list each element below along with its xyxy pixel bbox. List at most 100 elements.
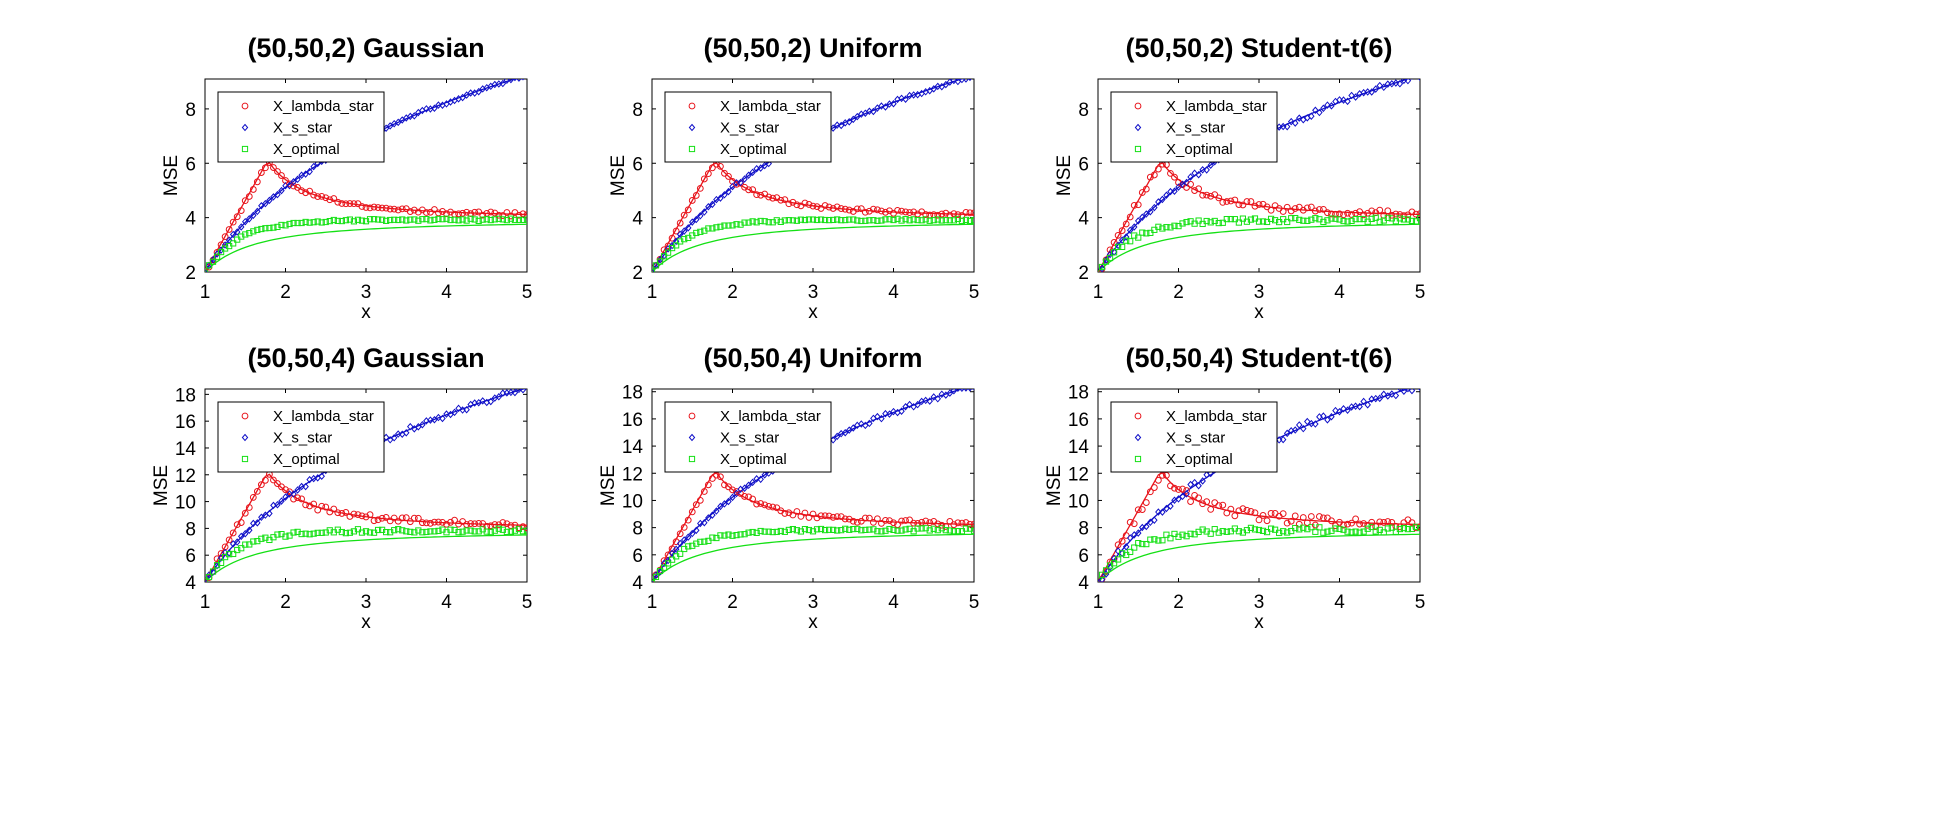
x-lambda-star-point <box>1255 201 1263 208</box>
x-lambda-star-point <box>338 510 346 517</box>
x-s-star-point <box>1114 547 1122 555</box>
x-lambda-star-point <box>1392 210 1400 218</box>
x-lambda-star-point <box>330 505 338 513</box>
x-lambda-star-point <box>310 500 318 508</box>
x-s-star-point <box>499 79 507 88</box>
x-optimal-point <box>1304 217 1311 224</box>
x-s-star-point <box>1300 424 1307 433</box>
x-tick-label: 2 <box>1173 282 1184 303</box>
x-lambda-star-point <box>318 192 326 200</box>
x-optimal-point <box>1404 526 1412 533</box>
x-s-star-point <box>1405 389 1411 393</box>
x-s-star-point <box>274 500 281 509</box>
x-optimal-point <box>1111 249 1118 256</box>
y-tick-label: 14 <box>622 437 644 458</box>
x-s-star-point <box>1413 72 1418 78</box>
x-s-star-point <box>1126 534 1134 542</box>
x-lambda-star-point <box>813 203 821 211</box>
x-optimal-point <box>423 528 430 536</box>
x-optimal-point <box>1151 536 1158 543</box>
x-optimal-point <box>850 216 857 223</box>
x-optimal-point <box>1175 533 1182 540</box>
x-optimal-point <box>1344 528 1351 535</box>
legend: X_lambda_star X_s_star X_optimal <box>1110 91 1278 163</box>
x-lambda-star-point <box>688 197 696 204</box>
x-s-star-point <box>680 536 688 544</box>
x-optimal-point <box>801 216 809 224</box>
legend-box <box>664 401 832 473</box>
x-s-star-point <box>423 105 430 113</box>
y-tick-label: 2 <box>185 263 196 284</box>
x-lambda-star-point <box>1150 171 1158 179</box>
x-optimal-point <box>946 217 953 224</box>
x-optimal-point <box>713 224 720 231</box>
y-axis-label: MSE <box>1054 155 1075 196</box>
x-tick-label: 5 <box>1415 592 1426 613</box>
x-s-star-point <box>1312 420 1319 428</box>
x-optimal-point <box>411 529 418 536</box>
x-s-star-point <box>922 396 929 405</box>
x-s-star-point <box>1340 405 1347 413</box>
x-optimal-point <box>1227 215 1234 223</box>
x-s-star-point <box>934 82 942 91</box>
x-optimal-point <box>499 216 506 223</box>
x-lambda-star-point <box>696 496 704 504</box>
x-lambda-star-point <box>765 502 773 510</box>
x-optimal-point <box>838 527 845 534</box>
x-lambda-star-point <box>958 519 966 527</box>
x-s-star-point <box>495 393 503 401</box>
x-optimal-point <box>366 529 374 536</box>
x-lambda-star-point <box>825 203 833 211</box>
x-optimal-point <box>1404 216 1412 223</box>
x-s-star-point <box>753 475 760 483</box>
x-lambda-star-point <box>306 187 314 195</box>
x-optimal-point <box>942 527 949 534</box>
x-s-star-point <box>463 405 470 414</box>
x-optimal-point <box>1284 218 1291 226</box>
x-lambda-star-point <box>793 508 801 515</box>
legend-marker-diamond <box>688 123 696 132</box>
x-optimal-point <box>318 529 325 536</box>
y-tick-label: 16 <box>175 412 196 433</box>
x-optimal-point <box>930 217 937 224</box>
x-lambda-star-point <box>1320 205 1327 213</box>
x-optimal-point <box>745 219 752 226</box>
x-optimal-point <box>1223 528 1230 535</box>
x-s-star-point <box>1283 122 1291 131</box>
x-lambda-star-point <box>322 503 330 511</box>
x-s-star-point <box>882 103 889 111</box>
x-lambda-star-point <box>274 168 281 175</box>
x-s-star-point <box>1376 394 1384 403</box>
x-s-star-point <box>962 79 970 83</box>
x-optimal-point <box>314 529 321 536</box>
x-s-star-point <box>721 500 728 508</box>
x-s-star-point <box>1320 412 1327 420</box>
x-optimal-point <box>1272 217 1279 224</box>
x-optimal-point <box>1388 524 1395 531</box>
x-optimal-point <box>922 216 929 223</box>
x-optimal-point <box>789 525 796 533</box>
x-optimal-point <box>1231 216 1238 223</box>
x-s-star-point <box>898 407 905 415</box>
x-optimal-point <box>1308 216 1315 223</box>
y-tick-label: 8 <box>632 519 643 540</box>
x-optimal-point <box>777 218 784 225</box>
x-optimal-point <box>1135 234 1142 241</box>
legend: X_lambda_star X_s_star X_optimal <box>217 401 385 473</box>
x-s-star-point <box>1344 97 1351 106</box>
x-s-star-point <box>262 199 269 208</box>
x-optimal-point <box>1235 528 1242 535</box>
x-lambda-star-point <box>813 514 821 522</box>
x-optimal-point <box>314 218 321 225</box>
x-optimal-point <box>701 538 708 545</box>
x-s-star-point <box>866 107 873 116</box>
x-s-star-point <box>302 170 309 178</box>
x-lambda-star-point <box>410 514 418 522</box>
x-lambda-star-point <box>704 481 712 489</box>
x-s-star-point <box>431 104 438 112</box>
legend-marker-diamond <box>241 123 249 132</box>
x-lambda-star-point <box>1231 512 1239 520</box>
x-optimal-point <box>1300 524 1307 531</box>
x-lambda-star-point <box>1360 520 1368 527</box>
